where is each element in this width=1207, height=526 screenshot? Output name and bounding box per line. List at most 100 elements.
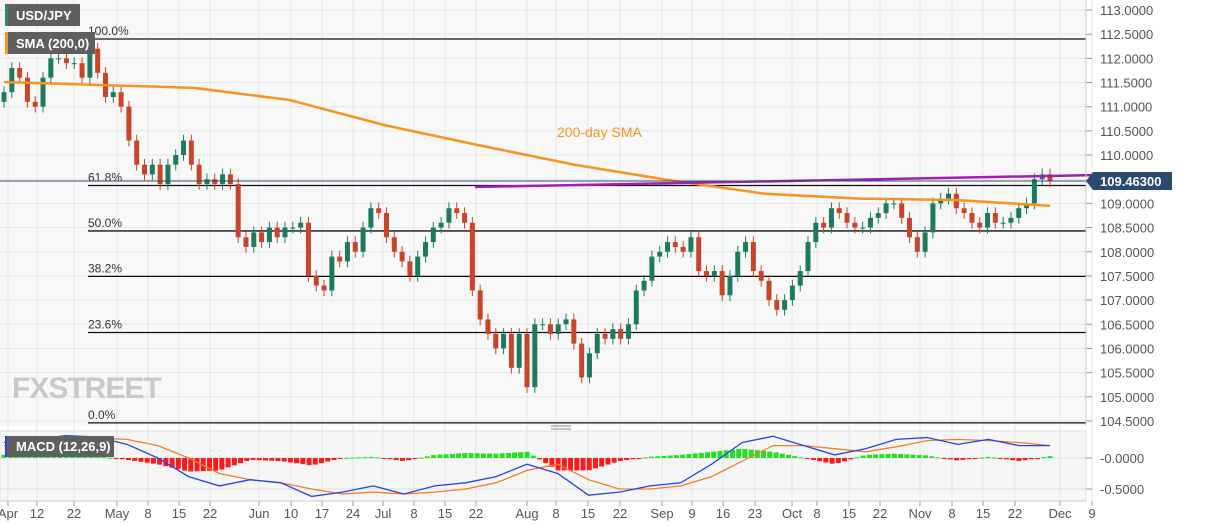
macd-histogram-bar — [804, 458, 810, 459]
macd-histogram-bar — [916, 455, 922, 458]
macd-histogram-bar — [512, 452, 518, 458]
macd-histogram-bar — [1035, 458, 1041, 459]
candle-body — [235, 184, 241, 238]
candle-body — [743, 242, 749, 252]
macd-line — [3, 435, 1050, 498]
macd-histogram-bar — [468, 453, 474, 458]
macd-histogram-bar — [157, 458, 163, 465]
candle-body — [774, 300, 780, 310]
macd-histogram-bar — [929, 456, 935, 458]
candle-body — [602, 333, 608, 339]
macd-histogram-bar — [873, 454, 879, 458]
candle-body — [157, 164, 163, 185]
candle-body — [446, 208, 452, 223]
macd-histogram-bar — [113, 458, 119, 459]
macd-histogram-bar — [543, 458, 549, 464]
macd-histogram-bar — [935, 457, 941, 459]
macd-histogram-bar — [424, 456, 430, 458]
candle-body — [430, 227, 436, 243]
candle-body — [454, 208, 460, 214]
macd-histogram-bar — [904, 454, 910, 458]
candle-body — [110, 92, 116, 98]
candle-body — [625, 324, 631, 339]
sma-200-line — [3, 80, 1051, 208]
current-price-badge: 109.46300 — [1086, 172, 1172, 191]
macd-histogram-bar — [206, 458, 212, 471]
candle-body — [329, 256, 335, 291]
candle-body — [930, 203, 936, 233]
candle-body — [758, 271, 764, 281]
x-tick-label: 16 — [716, 506, 730, 521]
price-plot-area — [0, 0, 1086, 426]
panel-resize-handle[interactable] — [551, 425, 571, 430]
candle-body — [618, 329, 624, 339]
macd-histogram-bar — [126, 458, 132, 461]
macd-histogram-bar — [860, 455, 866, 458]
candle-body — [766, 280, 772, 301]
candle-body — [399, 251, 405, 262]
macd-histogram-bar — [231, 458, 237, 466]
macd-histogram-bar — [1, 454, 7, 458]
y-tick-label: 109.0000 — [1100, 196, 1154, 211]
macd-histogram-bar — [524, 451, 530, 458]
macd-histogram-bar — [1016, 458, 1022, 462]
macd-histogram-bar — [462, 453, 468, 458]
macd-histogram-bar — [611, 458, 617, 463]
macd-histogram-bar — [885, 453, 891, 458]
candle-body — [173, 155, 179, 165]
candle-body — [71, 63, 77, 65]
candle-body — [992, 213, 998, 223]
macd-histogram-bar — [119, 458, 125, 460]
y-tick-label: 106.5000 — [1100, 317, 1154, 332]
candle-body — [321, 285, 327, 291]
y-tick-label: 108.5000 — [1100, 221, 1154, 236]
fib-label: 23.6% — [88, 317, 122, 331]
candle-body — [63, 58, 69, 64]
candle-body — [118, 92, 124, 107]
candle-body — [376, 208, 382, 214]
fib-label: 0.0% — [88, 408, 116, 422]
macd-histogram-bar — [698, 452, 704, 458]
symbol-color-swatch — [5, 4, 8, 26]
macd-color-swatch — [5, 436, 7, 457]
candle-body — [680, 246, 686, 252]
macd-histogram-bar — [275, 458, 281, 461]
macd-histogram-bar — [493, 453, 499, 458]
x-tick-label: 23 — [748, 506, 762, 521]
macd-histogram-bar — [263, 458, 268, 461]
y-tick-label: 110.5000 — [1100, 124, 1153, 139]
candle-body — [142, 164, 148, 175]
candle-body — [227, 174, 233, 185]
candle-body — [204, 179, 210, 185]
x-tick-label: Oct — [782, 506, 803, 521]
candle-body — [360, 227, 366, 252]
candle-body — [782, 300, 788, 310]
candle-body — [493, 333, 499, 349]
candle-body — [813, 222, 819, 243]
macd-histogram-bar — [686, 454, 692, 458]
fib-label: 100.0% — [88, 24, 129, 38]
candle-body — [610, 329, 616, 339]
candle-body — [961, 208, 967, 214]
candle-body — [571, 319, 577, 344]
candle-body — [251, 232, 257, 247]
macd-histogram-bar — [711, 451, 717, 458]
candle-body — [665, 242, 671, 252]
candle-body — [797, 271, 803, 286]
macd-histogram-bar — [319, 458, 325, 464]
macd-histogram-bar — [568, 458, 574, 471]
macd-histogram-bar — [966, 458, 972, 460]
candle-body — [828, 208, 834, 228]
candle-body — [337, 256, 343, 262]
macd-histogram-bar — [499, 453, 505, 458]
candle-body — [672, 242, 678, 247]
macd-histogram-bar — [636, 458, 642, 459]
macd-histogram-bar — [536, 458, 542, 460]
x-tick-label: 22 — [873, 506, 887, 521]
macd-histogram-bar — [866, 454, 872, 458]
candle-body — [1, 92, 7, 102]
macd-histogram-bar — [387, 458, 393, 460]
candle-body — [875, 213, 881, 218]
macd-histogram-bar — [642, 457, 648, 459]
macd-histogram-bar — [1003, 458, 1009, 460]
